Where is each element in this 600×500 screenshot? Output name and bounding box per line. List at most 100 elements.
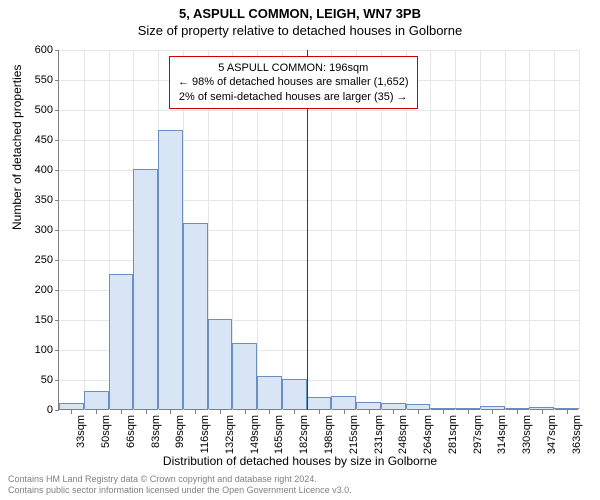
xtick-mark <box>443 410 444 414</box>
histogram-bar <box>554 408 579 409</box>
xtick-label: 330sqm <box>521 415 533 454</box>
xtick-mark <box>542 410 543 414</box>
histogram-bar <box>257 376 282 409</box>
histogram-bar <box>183 223 208 409</box>
ytick-mark <box>55 80 59 81</box>
ytick-mark <box>55 410 59 411</box>
histogram-bar <box>84 391 109 409</box>
xtick-label: 50sqm <box>100 415 112 448</box>
ytick-mark <box>55 140 59 141</box>
gridline-v <box>505 50 506 410</box>
gridline-h <box>59 50 579 51</box>
xtick-label: 314sqm <box>496 415 508 454</box>
page-subtitle: Size of property relative to detached ho… <box>0 21 600 38</box>
ytick-label: 450 <box>23 134 53 146</box>
histogram-bar <box>158 130 183 409</box>
gridline-v <box>579 50 580 410</box>
plot-area: 05010015020025030035040045050055060033sq… <box>58 50 578 410</box>
xtick-mark <box>220 410 221 414</box>
gridline-v <box>554 50 555 410</box>
x-axis-label: Distribution of detached houses by size … <box>0 454 600 468</box>
ytick-label: 150 <box>23 314 53 326</box>
ytick-mark <box>55 50 59 51</box>
chart-container: 5, ASPULL COMMON, LEIGH, WN7 3PB Size of… <box>0 0 600 500</box>
histogram-bar <box>505 408 530 409</box>
xtick-label: 165sqm <box>273 415 285 454</box>
xtick-label: 248sqm <box>397 415 409 454</box>
xtick-mark <box>517 410 518 414</box>
gridline-h <box>59 140 579 141</box>
xtick-label: 347sqm <box>546 415 558 454</box>
xtick-mark <box>492 410 493 414</box>
ytick-label: 50 <box>23 374 53 386</box>
xtick-mark <box>96 410 97 414</box>
histogram-bar <box>529 407 554 409</box>
gridline-v <box>480 50 481 410</box>
xtick-mark <box>369 410 370 414</box>
ytick-label: 350 <box>23 194 53 206</box>
xtick-label: 297sqm <box>472 415 484 454</box>
gridline-v <box>430 50 431 410</box>
xtick-mark <box>71 410 72 414</box>
ytick-mark <box>55 110 59 111</box>
annotation-box: 5 ASPULL COMMON: 196sqm← 98% of detached… <box>169 56 418 109</box>
gridline-v <box>84 50 85 410</box>
attribution-text: Contains HM Land Registry data © Crown c… <box>8 474 352 496</box>
xtick-mark <box>269 410 270 414</box>
ytick-label: 400 <box>23 164 53 176</box>
xtick-label: 66sqm <box>125 415 137 448</box>
histogram-bar <box>208 319 233 409</box>
xtick-label: 198sqm <box>323 415 335 454</box>
ytick-mark <box>55 350 59 351</box>
ytick-mark <box>55 320 59 321</box>
chart-area: 05010015020025030035040045050055060033sq… <box>58 50 578 410</box>
ytick-label: 500 <box>23 104 53 116</box>
ytick-label: 200 <box>23 284 53 296</box>
xtick-mark <box>567 410 568 414</box>
histogram-bar <box>356 402 381 409</box>
xtick-label: 33sqm <box>75 415 87 448</box>
xtick-label: 99sqm <box>174 415 186 448</box>
histogram-bar <box>59 403 84 409</box>
xtick-label: 231sqm <box>373 415 385 454</box>
xtick-mark <box>319 410 320 414</box>
ytick-mark <box>55 290 59 291</box>
ytick-mark <box>55 230 59 231</box>
xtick-label: 264sqm <box>422 415 434 454</box>
xtick-label: 215sqm <box>348 415 360 454</box>
xtick-label: 83sqm <box>150 415 162 448</box>
histogram-bar <box>282 379 307 409</box>
annotation-line: ← 98% of detached houses are smaller (1,… <box>178 75 409 89</box>
histogram-bar <box>307 397 332 409</box>
xtick-mark <box>468 410 469 414</box>
ytick-label: 0 <box>23 404 53 416</box>
histogram-bar <box>232 343 257 409</box>
annotation-line: 5 ASPULL COMMON: 196sqm <box>178 61 409 75</box>
histogram-bar <box>331 396 356 409</box>
ytick-label: 550 <box>23 74 53 86</box>
xtick-mark <box>121 410 122 414</box>
histogram-bar <box>109 274 134 409</box>
xtick-label: 116sqm <box>199 415 211 453</box>
xtick-mark <box>195 410 196 414</box>
ytick-mark <box>55 380 59 381</box>
xtick-mark <box>418 410 419 414</box>
gridline-v <box>529 50 530 410</box>
annotation-line: 2% of semi-detached houses are larger (3… <box>178 90 409 104</box>
ytick-mark <box>55 170 59 171</box>
xtick-label: 132sqm <box>224 415 236 454</box>
attribution-line: Contains public sector information licen… <box>8 485 352 496</box>
xtick-mark <box>146 410 147 414</box>
xtick-mark <box>294 410 295 414</box>
xtick-mark <box>344 410 345 414</box>
xtick-mark <box>170 410 171 414</box>
gridline-h <box>59 110 579 111</box>
xtick-mark <box>393 410 394 414</box>
histogram-bar <box>455 408 480 409</box>
ytick-mark <box>55 200 59 201</box>
xtick-mark <box>245 410 246 414</box>
gridline-v <box>455 50 456 410</box>
histogram-bar <box>133 169 158 409</box>
ytick-label: 100 <box>23 344 53 356</box>
attribution-line: Contains HM Land Registry data © Crown c… <box>8 474 352 485</box>
